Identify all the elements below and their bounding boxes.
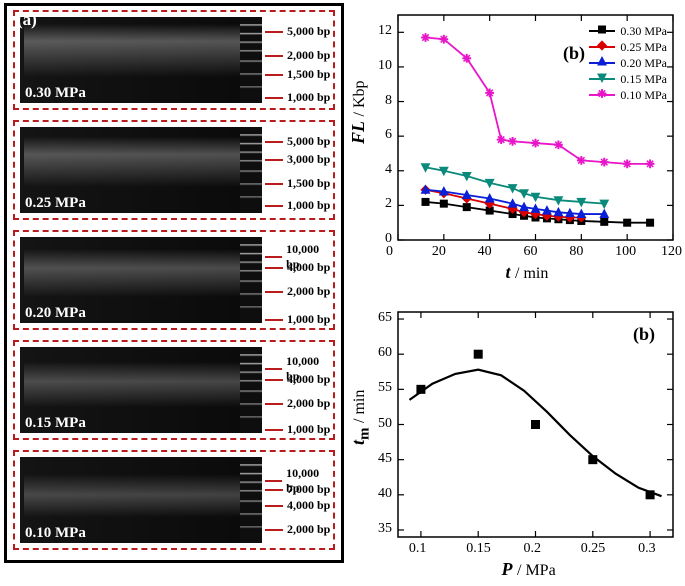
xtick-label: 0.1	[409, 541, 427, 557]
gel-pressure-label: 0.20 MPa	[25, 305, 86, 322]
xtick-label: 40	[478, 244, 492, 260]
y-axis-label: FL / Kbp	[348, 80, 369, 144]
bp-marker: 2,000 bp	[265, 396, 330, 411]
chart-fl-vs-t: 0204060801001200246810120.30 MPa0.25 MPa…	[354, 11, 677, 284]
ytick-label: 4	[385, 162, 392, 178]
bp-marker: 1,000 bp	[265, 312, 330, 327]
y-axis-label: tm / min	[348, 389, 374, 444]
legend-label: 0.30 MPa	[620, 24, 667, 39]
ytick-label: 0	[385, 231, 392, 247]
gel-composite-panel: (a) 0.30 MPa 5,000 bp 2,000 bp 1,500 bp 1,00…	[4, 3, 344, 563]
bp-marker: 1,500 bp	[265, 176, 330, 191]
bp-marker: 4,000 bp	[265, 260, 330, 275]
xtick-label: 0.25	[581, 541, 606, 557]
chart-tm-vs-p: 0.10.150.20.250.335404550556065tm / minP…	[354, 308, 677, 581]
bp-marker: 1,000 bp	[265, 90, 330, 105]
ytick-label: 60	[378, 345, 392, 361]
xtick-label: 0.15	[466, 541, 491, 557]
bp-marker: 2,000 bp	[265, 48, 330, 63]
ytick-label: 2	[385, 196, 392, 212]
figure-root: (a) 0.30 MPa 5,000 bp 2,000 bp 1,500 bp 1,00…	[0, 0, 685, 567]
legend-label: 0.25 MPa	[620, 40, 667, 55]
ytick-label: 50	[378, 416, 392, 432]
legend-label: 0.20 MPa	[620, 56, 667, 71]
bp-marker: 5,000 bp	[265, 24, 330, 39]
ytick-label: 12	[378, 23, 392, 39]
charts-panel: 0204060801001200246810120.30 MPa0.25 MPa…	[346, 3, 684, 563]
bp-marker: 1,000 bp	[265, 198, 330, 213]
gel-pressure-label: 0.10 MPa	[25, 525, 86, 542]
panel-b-tag: (b)	[633, 324, 655, 345]
bp-marker: 1,000 bp	[265, 422, 330, 437]
x-axis-label: t / min	[506, 262, 549, 283]
xtick-label: 100	[615, 244, 636, 260]
legend-label: 0.10 MPa	[620, 88, 667, 103]
gel-pressure-label: 0.30 MPa	[25, 85, 86, 102]
bp-marker: 5,000 bp	[265, 134, 330, 149]
ytick-label: 45	[378, 451, 392, 467]
bp-marker: 2,000 bp	[265, 284, 330, 299]
ytick-label: 55	[378, 380, 392, 396]
gel-panel: 0.10 MPa10,000 bp7,000 bp4,000 bp2,000 b…	[13, 450, 335, 550]
xtick-label: 120	[661, 244, 682, 260]
bp-marker: 1,500 bp	[265, 67, 330, 82]
ytick-label: 65	[378, 310, 392, 326]
legend-item: 0.10 MPa	[589, 87, 667, 103]
bp-marker: 4,000 bp	[265, 372, 330, 387]
bp-marker: 7,000 bp	[265, 482, 330, 497]
ytick-label: 40	[378, 486, 392, 502]
legend-label: 0.15 MPa	[620, 72, 667, 87]
panel-b-tag: (b)	[563, 43, 585, 64]
ytick-label: 6	[385, 127, 392, 143]
xtick-label: 20	[432, 244, 446, 260]
legend-item: 0.20 MPa	[589, 55, 667, 71]
bp-marker: 4,000 bp	[265, 498, 330, 513]
ytick-label: 35	[378, 521, 392, 537]
bp-marker: 2,000 bp	[265, 522, 330, 537]
legend-item: 0.25 MPa	[589, 39, 667, 55]
gel-panel: 0.25 MPa 5,000 bp 3,000 bp 1,500 bp 1,000 bp	[13, 120, 335, 220]
legend-item: 0.15 MPa	[589, 71, 667, 87]
xtick-label: 60	[524, 244, 538, 260]
gel-panel: 0.15 MPa10,000 bp4,000 bp2,000 bp1,000 b…	[13, 340, 335, 440]
x-axis-label: P / MPa	[502, 559, 556, 580]
bp-marker: 3,000 bp	[265, 152, 330, 167]
ytick-label: 8	[385, 93, 392, 109]
legend: 0.30 MPa0.25 MPa0.20 MPa0.15 MPa0.10 MPa	[589, 23, 667, 103]
xtick-label: 0.3	[638, 541, 656, 557]
legend-item: 0.30 MPa	[589, 23, 667, 39]
xtick-label: 0.2	[524, 541, 542, 557]
ytick-label: 10	[378, 58, 392, 74]
xtick-label: 80	[569, 244, 583, 260]
gel-pressure-label: 0.25 MPa	[25, 195, 86, 212]
gel-panel: 0.30 MPa 5,000 bp 2,000 bp 1,500 bp 1,000 bp	[13, 10, 335, 110]
gel-panel: 0.20 MPa10,000 bp4,000 bp2,000 bp1,000 b…	[13, 230, 335, 330]
gel-pressure-label: 0.15 MPa	[25, 415, 86, 432]
panel-a-tag: (a)	[17, 10, 37, 30]
